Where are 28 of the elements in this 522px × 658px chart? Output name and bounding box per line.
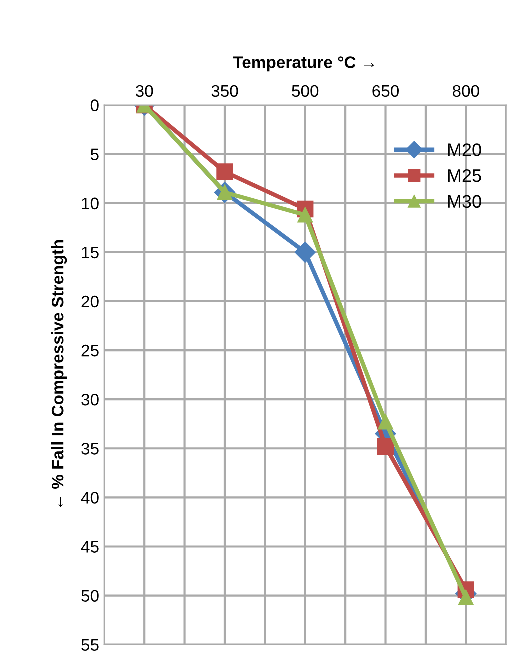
point xyxy=(298,208,314,223)
y-tick-label: 30 xyxy=(82,394,99,406)
x-tick-label: 500 xyxy=(292,85,319,98)
y-tick-label: 15 xyxy=(82,247,99,259)
point xyxy=(377,438,394,456)
legend-label: M25 xyxy=(448,169,482,182)
x-tick-label: 350 xyxy=(212,85,238,98)
x-axis-title: Temperature °C → xyxy=(233,56,374,72)
x-tick-label: 650 xyxy=(372,85,400,98)
x-tick-label: 30 xyxy=(136,85,154,98)
point xyxy=(458,590,474,606)
y-tick-label: 35 xyxy=(82,443,99,455)
y-axis-title: ← % Fall In Compressive Strength xyxy=(52,240,68,508)
point xyxy=(378,414,394,430)
y-tick-label: 55 xyxy=(82,639,99,652)
y-tick-label: 25 xyxy=(82,344,99,357)
y-tick-label: 20 xyxy=(82,296,99,308)
y-tick-label: 10 xyxy=(82,198,99,210)
legend-label: M30 xyxy=(448,195,482,208)
y-tick-label: 0 xyxy=(90,100,99,112)
point xyxy=(294,242,316,263)
point xyxy=(216,164,234,180)
y-tick-label: 40 xyxy=(81,492,99,504)
y-tick-label: 50 xyxy=(82,590,99,602)
y-tick-label: 45 xyxy=(81,541,99,553)
x-tick-label: 800 xyxy=(452,85,480,98)
y-tick-label: 5 xyxy=(90,148,99,161)
legend-label: M20 xyxy=(448,144,482,156)
